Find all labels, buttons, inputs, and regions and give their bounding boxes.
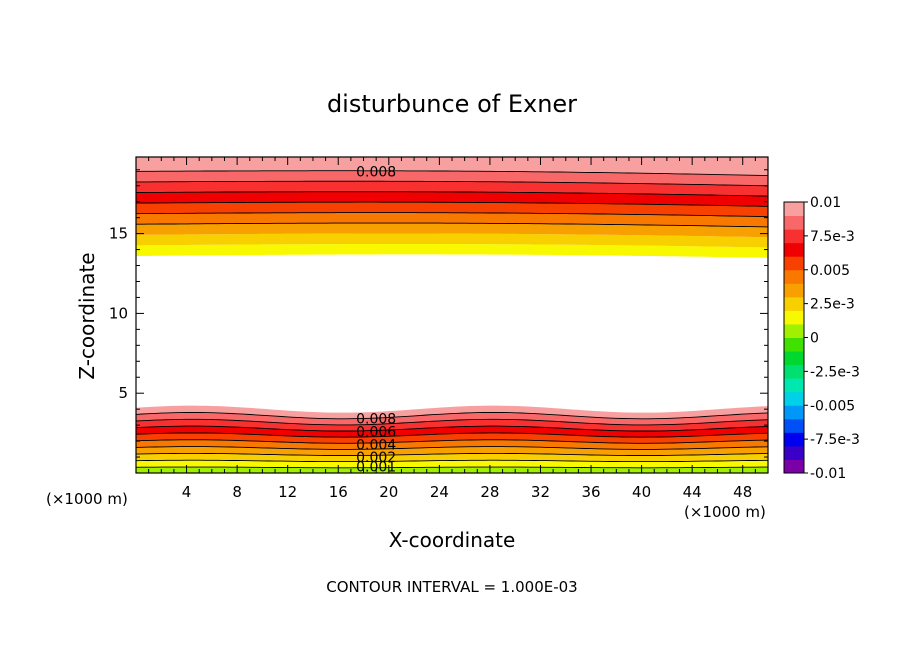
colorbar-segment <box>784 418 804 433</box>
contour-band-upper <box>136 170 768 186</box>
contour-line <box>135 201 769 207</box>
colorbar-segment <box>784 242 804 257</box>
contour-line <box>135 412 769 420</box>
contour-line <box>135 459 769 463</box>
y-tick-label: 5 <box>118 384 128 402</box>
contour-lines <box>135 170 769 469</box>
colorbar-segment <box>784 202 804 217</box>
x-tick-label: 48 <box>733 483 752 501</box>
x-tick-label: 32 <box>531 483 550 501</box>
x-tick-label: 44 <box>683 483 702 501</box>
contour-label: 0.004 <box>356 437 396 453</box>
contour-line <box>135 425 769 432</box>
contour-label: 0.006 <box>356 425 396 441</box>
colorbar-tick-label: 0.01 <box>810 195 841 211</box>
contour-line <box>135 212 769 218</box>
contour-band-lower <box>136 405 768 419</box>
x-tick-label: 8 <box>232 483 242 501</box>
contour-band-upper <box>136 243 768 258</box>
contour-line <box>135 170 769 177</box>
colorbar: 0.01 7.5e-3 0.005 2.5e-3 0 -2.5e-3 -0.005 -7.5e… <box>783 195 860 482</box>
x-tick-label: 16 <box>329 483 348 501</box>
contour-band-lower <box>136 432 768 444</box>
chart-title: disturbunce of Exner <box>327 90 577 118</box>
colorbar-segment <box>784 364 804 379</box>
y-axis-label: Z-coordinate <box>75 252 99 379</box>
contour-label: 0.008 <box>356 412 396 428</box>
x-tick-label: 12 <box>278 483 297 501</box>
colorbar-tick-label: 0.005 <box>810 263 850 279</box>
colorbar-segment <box>784 283 804 298</box>
y-tick-label: 10 <box>109 304 128 322</box>
contour-line <box>136 191 769 197</box>
colorbar-tick-label: -7.5e-3 <box>810 432 860 448</box>
contour-line <box>135 432 769 438</box>
colorbar-segment <box>784 378 804 393</box>
x-tick-label: 28 <box>480 483 499 501</box>
contour-label: 0.001 <box>356 460 396 476</box>
colorbar-tick-label: 2.5e-3 <box>810 297 855 313</box>
x-unit-label-left: (×1000 m) <box>46 490 128 508</box>
contour-band-upper <box>136 191 768 207</box>
contour-line <box>135 418 769 426</box>
contour-band-lower <box>136 426 768 438</box>
colorbar-tick-label: 7.5e-3 <box>810 229 855 245</box>
x-tick-label: 40 <box>632 483 651 501</box>
colorbar-segment <box>784 337 804 352</box>
colorbar-segment <box>784 459 804 474</box>
contour-band-lower <box>136 460 768 468</box>
colorbar-segment <box>784 391 804 406</box>
contour-band-upper <box>136 157 768 176</box>
x-axis-label: X-coordinate <box>389 528 516 552</box>
contour-line <box>136 180 769 187</box>
contour-line <box>136 222 769 228</box>
colorbar-segment <box>784 296 804 311</box>
colorbar-segment <box>784 405 804 420</box>
colorbar-segment <box>784 269 804 284</box>
contour-band-upper <box>136 202 768 217</box>
y-tick-label: 15 <box>109 225 128 243</box>
y-axis-ticks: 5 10 15 <box>109 169 768 458</box>
contour-band-lower <box>136 439 768 450</box>
colorbar-tick-label: 0 <box>810 331 819 347</box>
contour-label: 0.002 <box>356 450 396 466</box>
contour-interval-footer: CONTOUR INTERVAL = 1.000E-03 <box>326 578 577 596</box>
colorbar-segment <box>784 215 804 230</box>
contour-fill <box>136 157 768 473</box>
colorbar-tick-label: -0.01 <box>810 466 846 482</box>
contour-band-lower <box>136 419 768 432</box>
contour-band-upper <box>136 212 768 227</box>
colorbar-segment <box>784 323 804 338</box>
contour-band-upper <box>136 223 768 238</box>
x-tick-label: 20 <box>379 483 398 501</box>
x-axis-ticks: 4 8 12 16 20 24 28 32 36 40 44 48 <box>148 157 756 501</box>
x-tick-label: 4 <box>182 483 192 501</box>
colorbar-tick-label: -2.5e-3 <box>810 364 860 380</box>
colorbar-tick-label: -0.005 <box>810 398 855 414</box>
x-tick-label: 24 <box>430 483 449 501</box>
contour-band-upper <box>136 181 768 197</box>
contour-band-upper <box>136 233 768 248</box>
colorbar-segment <box>784 351 804 366</box>
colorbar-segment <box>784 310 804 325</box>
x-tick-label: 36 <box>581 483 600 501</box>
contour-band-lower <box>136 412 768 425</box>
contour-line <box>135 466 768 469</box>
colorbar-segment <box>784 432 804 447</box>
contour-line <box>135 446 769 450</box>
colorbar-segment <box>784 445 804 460</box>
contour-line <box>135 452 768 456</box>
colorbar-segment <box>784 256 804 271</box>
colorbar-segment <box>784 229 804 244</box>
contour-label: 0.008 <box>356 164 396 180</box>
contour-line <box>135 439 769 444</box>
x-unit-label-right: (×1000 m) <box>684 503 766 521</box>
